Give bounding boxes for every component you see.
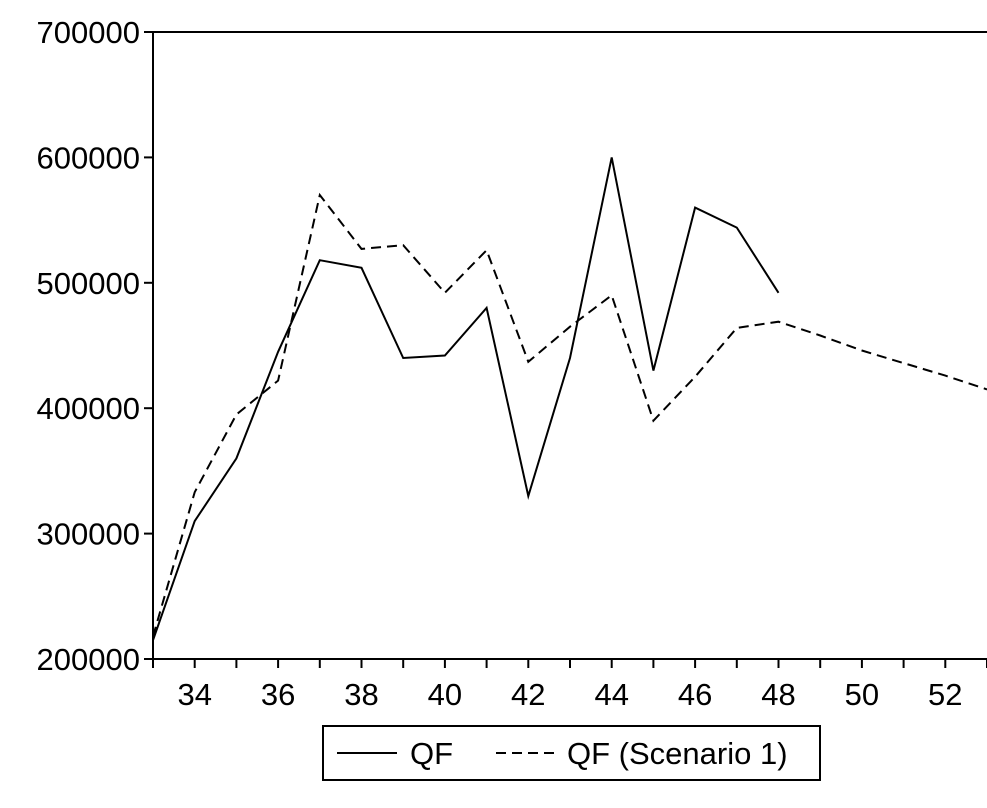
series-1-point [194, 520, 196, 522]
series-1-point [527, 495, 529, 497]
series-1-point [611, 156, 613, 158]
series-1-point [277, 351, 279, 353]
series-line-1 [152, 157, 780, 641]
legend-label-2: QF (Scenario 1) [567, 736, 788, 771]
series-1-point [736, 227, 738, 229]
series-2-point [694, 376, 696, 378]
x-axis: 34 36 38 40 42 44 46 48 50 52 [152, 659, 987, 712]
series-1-point [361, 267, 363, 269]
series-2-point [903, 362, 905, 364]
series-1-point [486, 307, 488, 309]
series-1-point [569, 357, 571, 359]
series-2-point [861, 350, 863, 352]
x-tick-label: 42 [511, 677, 545, 712]
series-2-point [152, 635, 154, 637]
x-tick-label: 34 [177, 677, 211, 712]
x-tick-label: 36 [261, 677, 295, 712]
series-2-point [444, 292, 446, 294]
series-2-point [235, 413, 237, 415]
x-tick-label: 48 [761, 677, 795, 712]
series-1-point [652, 370, 654, 372]
series-2-point [944, 375, 946, 377]
x-tick-label: 44 [594, 677, 628, 712]
series-2-point [486, 249, 488, 251]
series-1-point [694, 207, 696, 209]
x-tick-label: 52 [928, 677, 962, 712]
series-2-point [569, 326, 571, 328]
legend-box [322, 725, 821, 781]
series-1-point [319, 259, 321, 261]
series-1-point [235, 457, 237, 459]
series-1-point [444, 355, 446, 357]
y-tick-label: 600000 [37, 140, 140, 175]
series-1-point [402, 357, 404, 359]
x-tick-label: 40 [428, 677, 462, 712]
legend: QF QF (Scenario 1) [322, 725, 821, 781]
x-tick-label: 38 [344, 677, 378, 712]
series-2-point [819, 334, 821, 336]
series-2-point [277, 380, 279, 382]
series-2-point [194, 491, 196, 493]
series-2-point [402, 244, 404, 246]
series-line-2 [152, 192, 987, 637]
x-tick-label: 50 [845, 677, 879, 712]
y-tick-label: 500000 [37, 266, 140, 301]
y-tick-label: 300000 [37, 517, 140, 552]
series-2-point [527, 361, 529, 363]
y-tick-label: 700000 [37, 15, 140, 50]
series-1-point [778, 292, 780, 294]
legend-label-1: QF [410, 736, 453, 771]
series-layer [152, 156, 987, 641]
series-2-point [319, 194, 321, 196]
x-tick-label: 46 [678, 677, 712, 712]
plot-frame [152, 31, 987, 660]
series-2-point [652, 420, 654, 422]
series-2-point [361, 248, 363, 250]
y-tick-label: 200000 [37, 642, 140, 677]
series-2-point [611, 294, 613, 296]
y-tick-label: 400000 [37, 391, 140, 426]
series-2-point [736, 327, 738, 329]
series-1-point [152, 639, 154, 641]
series-2-point [778, 321, 780, 323]
y-axis: 200000 300000 400000 500000 600000 700000 [37, 15, 153, 677]
